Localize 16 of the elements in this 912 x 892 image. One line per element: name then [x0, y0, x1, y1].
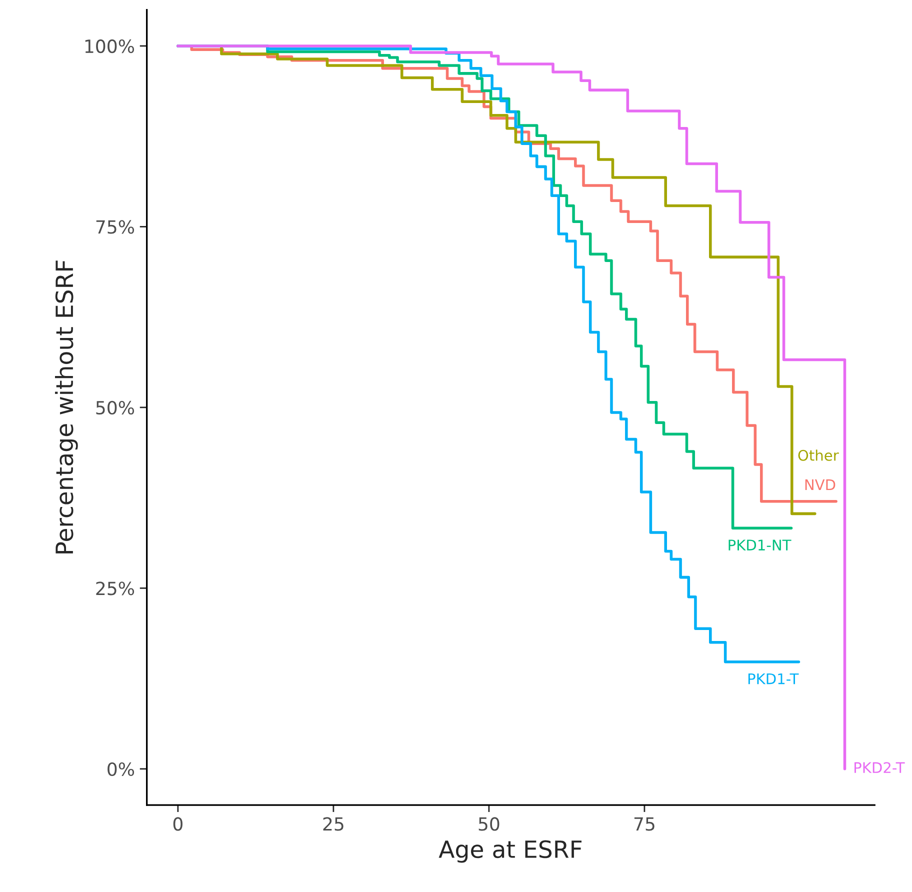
- y-tick-label: 50%: [96, 400, 134, 415]
- x-tick-label: 75: [634, 817, 654, 831]
- x-tick-label: 50: [478, 817, 500, 831]
- y-tick-label: 100%: [85, 39, 134, 54]
- x-axis-title: Age at ESRF: [438, 840, 582, 863]
- y-tick-label: 75%: [96, 220, 134, 234]
- x-tick-label: 0: [173, 817, 182, 831]
- series-label: PKD2-T: [854, 762, 905, 773]
- series-label: PKD1-NT: [728, 540, 792, 550]
- series-label: Other: [798, 450, 839, 461]
- y-tick-label: 25%: [96, 582, 134, 596]
- series-label: NVD: [805, 479, 836, 490]
- y-tick-label: 0%: [108, 762, 134, 776]
- x-tick-label: 25: [323, 817, 344, 831]
- series-label: PKD1-T: [748, 673, 799, 684]
- y-axis-title: Percentage without ESRF: [55, 260, 78, 554]
